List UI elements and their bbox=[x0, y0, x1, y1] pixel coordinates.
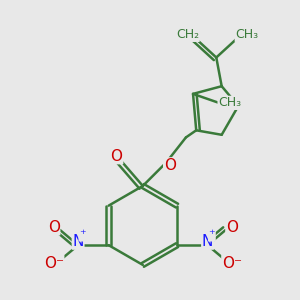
Text: O: O bbox=[226, 220, 238, 235]
Text: O: O bbox=[164, 158, 176, 173]
Text: CH₂: CH₂ bbox=[176, 28, 199, 41]
Text: ⁺: ⁺ bbox=[208, 228, 215, 241]
Text: O⁻: O⁻ bbox=[222, 256, 242, 271]
Text: ⁺: ⁺ bbox=[79, 228, 86, 241]
Text: N: N bbox=[202, 234, 213, 249]
Text: O: O bbox=[111, 148, 123, 164]
Text: N: N bbox=[72, 234, 84, 249]
Text: O: O bbox=[48, 220, 60, 235]
Text: O⁻: O⁻ bbox=[44, 256, 64, 271]
Text: CH₃: CH₃ bbox=[235, 28, 258, 41]
Text: CH₃: CH₃ bbox=[218, 96, 241, 110]
